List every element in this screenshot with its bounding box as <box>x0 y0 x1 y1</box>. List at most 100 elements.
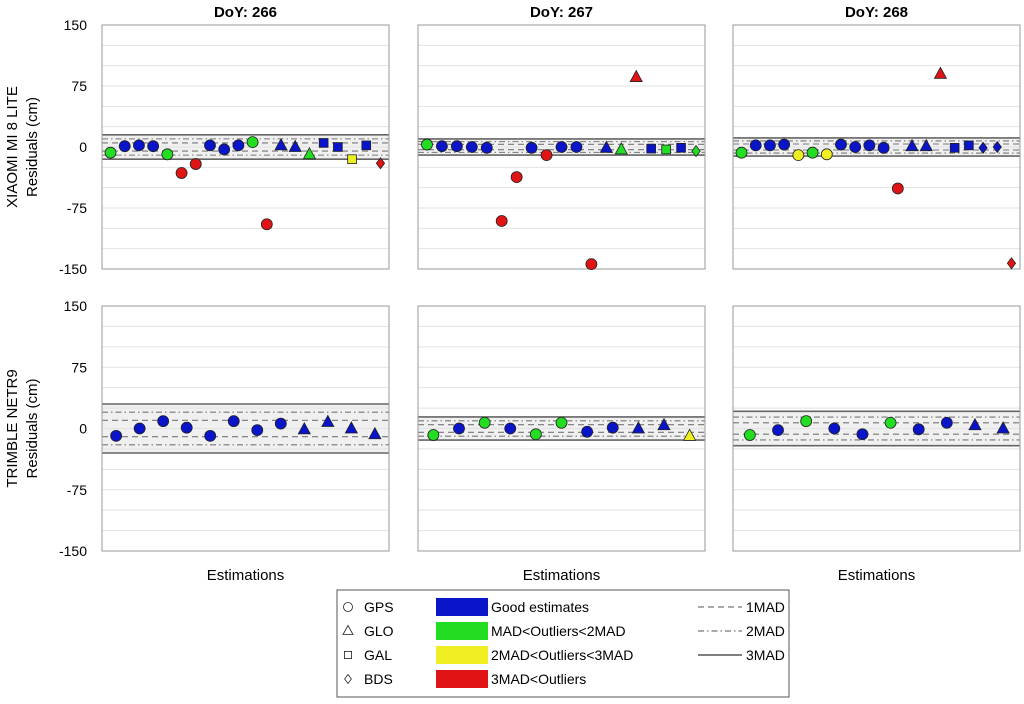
legend-system-label: GAL <box>364 647 392 663</box>
x-axis-label: Estimations <box>523 567 601 584</box>
data-point-glo <box>629 69 643 82</box>
y-axis-label-device: TRIMBLE NETR9 <box>4 369 21 487</box>
data-point-gps <box>820 148 833 161</box>
legend-color-swatch <box>436 646 488 664</box>
panel-frame <box>101 305 390 552</box>
legend-line-label: 2MAD <box>746 623 785 639</box>
data-point-glo <box>933 66 948 79</box>
data-point-bds <box>1006 257 1017 270</box>
y-axis-label-units: Residuals (cm) <box>24 97 41 197</box>
data-point-gps <box>453 422 465 435</box>
panel-frame <box>417 305 706 552</box>
data-point-gps <box>478 416 491 429</box>
data-point-gps <box>856 428 869 441</box>
data-point-gps <box>218 143 231 156</box>
data-point-glo <box>599 140 614 153</box>
data-point-gps <box>849 141 862 153</box>
data-point-gps <box>891 182 904 195</box>
data-point-glo <box>614 142 628 155</box>
data-point-gps <box>436 140 448 153</box>
data-point-gps <box>232 139 245 152</box>
data-point-gps <box>204 139 216 152</box>
data-point-gal <box>318 138 329 148</box>
data-point-gps <box>581 425 594 438</box>
legend-class-label: Good estimates <box>491 599 589 615</box>
column-title: DoY: 267 <box>530 4 593 21</box>
y-axis-label-units: Residuals (cm) <box>24 378 41 478</box>
data-point-gps <box>104 146 117 159</box>
data-point-gps <box>189 158 202 170</box>
data-point-gps <box>180 421 193 434</box>
data-point-gps <box>427 429 440 441</box>
data-point-gps <box>585 258 598 271</box>
y-tick-label: -75 <box>67 200 87 216</box>
data-point-gps <box>606 421 619 434</box>
legend-box <box>336 589 790 698</box>
data-point-gps <box>260 218 273 231</box>
data-point-gal <box>347 154 357 165</box>
data-point-gps <box>555 416 568 429</box>
x-axis-label: Estimations <box>207 567 285 584</box>
data-point-gps <box>772 424 784 437</box>
data-point-gal <box>676 143 686 153</box>
data-point-gps <box>161 148 174 161</box>
data-point-gps <box>570 141 583 153</box>
data-point-gps <box>792 149 805 162</box>
legend-class-label: MAD<Outliers<2MAD <box>491 623 626 639</box>
data-point-gps <box>118 140 131 153</box>
data-point-gps <box>495 215 508 227</box>
data-point-gps <box>133 422 146 435</box>
panel-frame <box>417 24 706 270</box>
data-point-gps <box>940 416 953 429</box>
panel <box>732 305 1021 552</box>
x-axis-label: Estimations <box>838 567 916 584</box>
data-point-glo <box>344 421 359 434</box>
y-tick-label: 75 <box>71 359 87 375</box>
panel <box>417 24 706 271</box>
panel-frame <box>732 24 1021 270</box>
legend: GPS GLO GAL BDS Good estimates MAD<Outliers<2… <box>336 589 790 698</box>
data-point-glo <box>996 421 1010 434</box>
data-point-gps <box>764 139 776 152</box>
data-point-gps <box>884 416 897 429</box>
legend-system-label: BDS <box>364 671 393 687</box>
y-tick-label: -150 <box>59 261 87 277</box>
data-point-gps <box>133 139 145 152</box>
data-point-gps <box>510 171 523 183</box>
data-point-gps <box>251 424 264 437</box>
data-point-glo <box>302 146 317 160</box>
data-point-glo <box>297 421 311 435</box>
legend-gps-icon <box>343 602 353 612</box>
legend-line-label: 1MAD <box>746 599 785 615</box>
data-point-gps <box>465 141 478 153</box>
data-point-gps <box>912 423 925 436</box>
legend-color-swatch <box>436 670 488 688</box>
data-point-gal <box>949 143 960 153</box>
y-tick-label: 150 <box>64 298 88 314</box>
data-point-bds <box>375 157 386 170</box>
data-point-gps <box>227 415 240 428</box>
data-point-gps <box>835 138 847 151</box>
data-point-gps <box>175 167 188 179</box>
data-point-gps <box>421 138 433 151</box>
data-point-gps <box>110 429 123 442</box>
legend-bds-icon <box>344 673 352 685</box>
data-point-gps <box>555 141 568 153</box>
data-point-gal <box>661 144 671 155</box>
column-title: DoY: 266 <box>214 4 277 21</box>
panel-frame <box>101 24 390 270</box>
data-point-bds <box>992 140 1002 154</box>
panel-frame <box>732 305 1021 552</box>
data-point-gps <box>749 139 762 152</box>
y-tick-label: 0 <box>79 139 87 155</box>
data-point-gps <box>147 140 160 153</box>
data-point-gps <box>504 422 517 435</box>
data-point-gps <box>828 422 841 435</box>
data-point-gal <box>333 142 343 152</box>
legend-glo-icon <box>342 624 354 635</box>
y-tick-label: -75 <box>67 482 87 498</box>
panel <box>417 305 706 552</box>
panel <box>732 24 1021 270</box>
legend-system-label: GLO <box>364 623 394 639</box>
